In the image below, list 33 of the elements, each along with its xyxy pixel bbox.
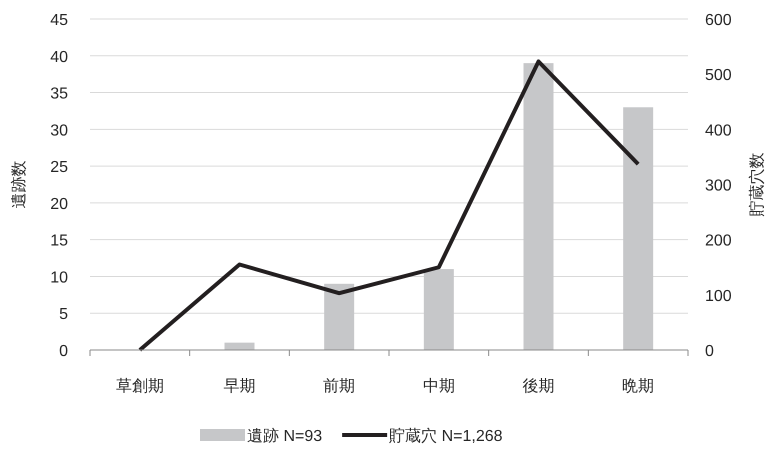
x-tick-label: 晩期 bbox=[622, 377, 654, 395]
y-tick-label: 30 bbox=[50, 122, 68, 140]
line-series bbox=[138, 59, 640, 352]
x-tick-label: 後期 bbox=[522, 377, 554, 395]
y2-tick-label: 0 bbox=[705, 343, 714, 360]
bar bbox=[224, 342, 254, 350]
x-tick-label: 早期 bbox=[224, 377, 256, 395]
legend-label: 遺跡 N=93 bbox=[247, 427, 322, 445]
bar bbox=[524, 63, 554, 350]
y-tick-label: 0 bbox=[59, 343, 68, 360]
y-tick-label: 35 bbox=[50, 86, 68, 103]
y2-tick-label: 400 bbox=[705, 122, 732, 140]
y-tick-label: 20 bbox=[50, 196, 68, 213]
y2-tick-label: 300 bbox=[705, 178, 732, 194]
legend-label: 貯蔵穴 N=1,268 bbox=[389, 427, 503, 445]
x-tick-label: 前期 bbox=[323, 377, 356, 395]
y-axis-title: 遺跡数 bbox=[10, 160, 28, 208]
bar bbox=[424, 269, 454, 350]
y-tick-label: 25 bbox=[50, 159, 68, 176]
bar bbox=[623, 107, 654, 350]
y2-tick-label: 600 bbox=[705, 12, 732, 29]
y-tick-label: 10 bbox=[50, 269, 68, 286]
y-tick-label: 5 bbox=[59, 306, 68, 324]
y2-tick-label: 200 bbox=[705, 232, 732, 250]
bar bbox=[324, 284, 354, 350]
y-tick-label: 40 bbox=[50, 48, 68, 66]
y-tick-label: 45 bbox=[50, 12, 68, 29]
y2-axis-title: 貯蔵穴数 bbox=[748, 152, 766, 216]
y2-tick-label: 500 bbox=[705, 67, 732, 84]
y-tick-label: 15 bbox=[50, 232, 68, 250]
x-tick-label: 中期 bbox=[422, 377, 455, 395]
y2-tick-label: 100 bbox=[705, 288, 732, 305]
x-tick-label: 草創期 bbox=[116, 377, 164, 395]
